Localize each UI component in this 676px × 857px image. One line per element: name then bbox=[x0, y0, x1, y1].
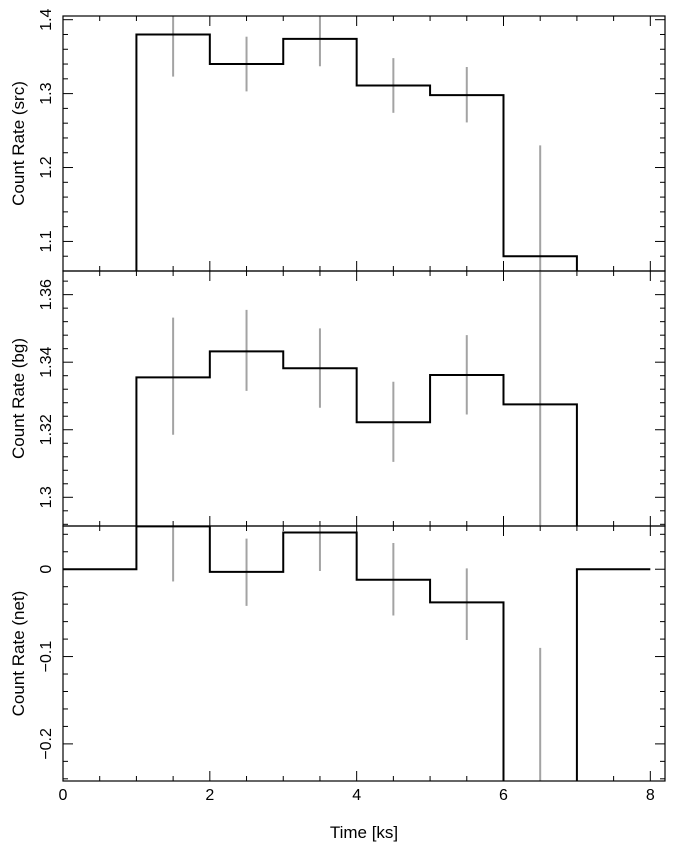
x-tick-label: 4 bbox=[352, 787, 361, 804]
panel-1: 1.1 1.2 1.3 1.4 Count Rate (src) bbox=[9, 8, 666, 272]
x-tick-label: 6 bbox=[499, 787, 508, 804]
y-tick-label: 1.2 bbox=[38, 156, 55, 178]
panel-frame bbox=[62, 15, 666, 272]
plot-area bbox=[63, 526, 651, 781]
plot-area bbox=[135, 16, 578, 271]
plot-area bbox=[135, 271, 578, 526]
panel-frame bbox=[62, 525, 666, 782]
x-tick-label: 2 bbox=[205, 787, 214, 804]
panel-3: −0.2 −0.1 0 Count Rate (net) 0 2 4 6 8 Time [ks] bbox=[9, 525, 666, 842]
y-tick-label: 1.36 bbox=[38, 279, 55, 310]
y-tick-label: 1.4 bbox=[38, 8, 55, 30]
y-tick-label: 1.1 bbox=[38, 230, 55, 252]
y-tick-label: 0 bbox=[38, 565, 55, 574]
panel-frame bbox=[62, 270, 666, 527]
y-tick-label: −0.1 bbox=[38, 641, 55, 673]
y-tick-label: 1.3 bbox=[38, 82, 55, 104]
y-tick-label: 1.34 bbox=[38, 347, 55, 378]
y-axis-label: Count Rate (net) bbox=[9, 591, 28, 717]
y-tick-label: −0.2 bbox=[38, 728, 55, 760]
panel-2: 1.3 1.32 1.34 1.36 Count Rate (bg) bbox=[9, 270, 666, 527]
x-tick-label: 0 bbox=[59, 787, 68, 804]
step-line bbox=[63, 526, 651, 781]
y-axis-label: Count Rate (src) bbox=[9, 81, 28, 206]
y-axis-label: Count Rate (bg) bbox=[9, 338, 28, 459]
x-axis-label: Time [ks] bbox=[330, 823, 398, 842]
x-tick-label: 8 bbox=[646, 787, 655, 804]
step-line bbox=[135, 33, 578, 271]
step-line bbox=[135, 350, 578, 526]
y-tick-label: 1.3 bbox=[38, 486, 55, 508]
y-tick-label: 1.32 bbox=[38, 414, 55, 445]
